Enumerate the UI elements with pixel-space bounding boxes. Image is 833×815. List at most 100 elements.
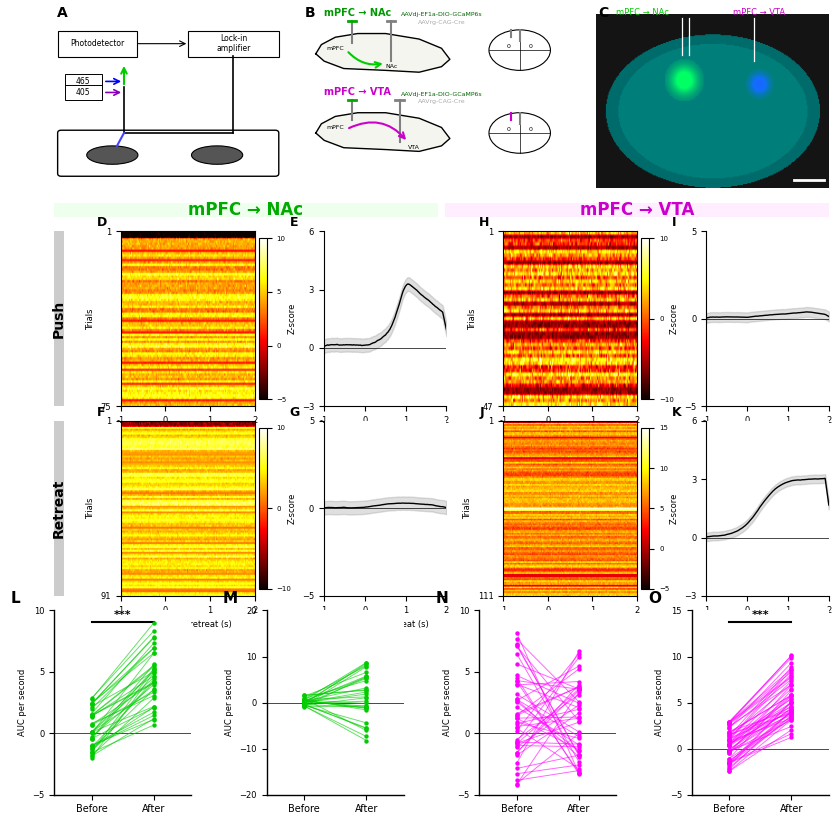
Point	[572, 650, 586, 663]
Point	[785, 724, 798, 737]
Point	[572, 698, 586, 711]
Text: mPFC → VTA: mPFC → VTA	[733, 8, 785, 17]
Point	[572, 685, 586, 698]
Point	[510, 678, 523, 691]
Point	[722, 716, 736, 729]
Point	[722, 732, 736, 745]
Point	[785, 689, 798, 702]
Point	[147, 672, 161, 685]
Point	[85, 733, 98, 746]
Point	[85, 709, 98, 722]
Point	[85, 700, 98, 713]
Text: 465: 465	[76, 77, 91, 86]
Point	[722, 746, 736, 759]
Point	[297, 694, 311, 707]
Point	[722, 729, 736, 742]
FancyBboxPatch shape	[188, 31, 279, 56]
Point	[85, 727, 98, 740]
Point	[510, 640, 523, 653]
Point	[722, 752, 736, 765]
Point	[510, 674, 523, 687]
Point	[785, 705, 798, 718]
Point	[85, 751, 98, 764]
Point	[722, 721, 736, 734]
X-axis label: Time from retreat (s): Time from retreat (s)	[724, 620, 811, 629]
Point	[147, 666, 161, 679]
Point	[85, 738, 98, 751]
Point	[510, 735, 523, 748]
Point	[722, 716, 736, 729]
Point	[722, 729, 736, 742]
Point	[785, 694, 798, 707]
Point	[85, 709, 98, 722]
Point	[572, 768, 586, 781]
Point	[785, 650, 798, 663]
Point	[85, 707, 98, 720]
Point	[510, 757, 523, 770]
Point	[360, 660, 373, 673]
Text: mPFC → NAc: mPFC → NAc	[616, 8, 669, 17]
Point	[297, 694, 311, 707]
Point	[785, 706, 798, 719]
Text: Photodetector: Photodetector	[70, 39, 124, 48]
Point	[85, 725, 98, 738]
Point	[785, 692, 798, 705]
Point	[360, 703, 373, 716]
Point	[785, 692, 798, 705]
Point	[572, 725, 586, 738]
Point	[510, 739, 523, 752]
Point	[147, 660, 161, 673]
Point	[510, 647, 523, 660]
Point	[147, 678, 161, 691]
Point	[572, 711, 586, 725]
Point	[510, 746, 523, 759]
Polygon shape	[316, 33, 450, 73]
Point	[572, 732, 586, 745]
Point	[510, 736, 523, 749]
Point	[722, 743, 736, 756]
Point	[572, 703, 586, 716]
Text: 0: 0	[529, 127, 533, 132]
Point	[510, 672, 523, 685]
Point	[510, 773, 523, 786]
Point	[722, 738, 736, 751]
Point	[360, 700, 373, 713]
Point	[785, 674, 798, 687]
Point	[510, 678, 523, 691]
Text: K: K	[672, 406, 681, 419]
Point	[510, 720, 523, 733]
Point	[360, 666, 373, 679]
Point	[360, 701, 373, 714]
Text: AAVdj-EF1a-DIO-GCaMP6s: AAVdj-EF1a-DIO-GCaMP6s	[401, 12, 482, 17]
Y-axis label: Z-score: Z-score	[287, 303, 297, 334]
Point	[147, 631, 161, 644]
Text: J: J	[479, 406, 484, 419]
Point	[360, 672, 373, 685]
Point	[785, 678, 798, 691]
Point	[510, 721, 523, 734]
Text: B: B	[305, 6, 315, 20]
Point	[297, 694, 311, 707]
Point	[360, 697, 373, 710]
Point	[297, 689, 311, 702]
Point	[572, 697, 586, 710]
Point	[147, 676, 161, 689]
Point	[147, 671, 161, 684]
Text: F: F	[97, 406, 105, 419]
Text: M: M	[222, 591, 238, 606]
Point	[572, 745, 586, 758]
Point	[785, 707, 798, 720]
Point	[785, 711, 798, 725]
Point	[510, 747, 523, 760]
Point	[722, 747, 736, 760]
Point	[572, 743, 586, 756]
Point	[572, 730, 586, 743]
Point	[297, 694, 311, 707]
Point	[572, 684, 586, 697]
Point	[85, 696, 98, 709]
Text: mPFC: mPFC	[327, 46, 344, 51]
Text: 0: 0	[506, 44, 511, 49]
Y-axis label: AUC per second: AUC per second	[442, 669, 451, 736]
Point	[722, 738, 736, 751]
Point	[722, 733, 736, 746]
